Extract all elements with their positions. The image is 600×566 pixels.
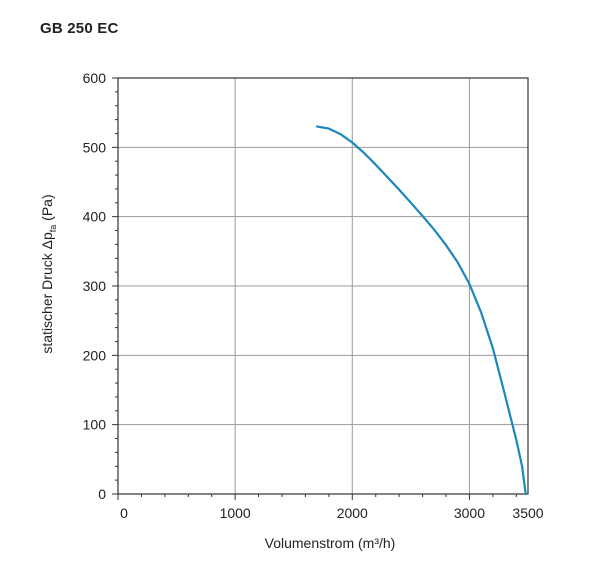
grid (118, 78, 528, 494)
x-axis-ticks: 0 1000 2000 3000 3500 (120, 505, 544, 521)
y-tick-label: 200 (83, 347, 107, 363)
chart-title: GB 250 EC (40, 20, 119, 37)
x-tick-label: 3500 (512, 505, 543, 521)
y-axis-label-subscript: fa (48, 225, 58, 233)
minor-ticks (112, 77, 517, 500)
y-tick-label: 100 (83, 417, 107, 433)
y-axis-label-unit: (Pa) (39, 194, 55, 224)
x-tick-label: 2000 (337, 505, 368, 521)
y-tick-label: 300 (83, 278, 107, 294)
series (316, 125, 527, 496)
x-tick-label: 1000 (220, 505, 251, 521)
y-tick-label: 500 (83, 139, 107, 155)
x-tick-label: 3000 (454, 505, 485, 521)
x-axis-label: Volumenstrom (m³/h) (265, 535, 396, 551)
y-tick-label: 600 (83, 70, 107, 86)
y-tick-label: 0 (98, 486, 106, 502)
y-axis-label: statischer Druck Δpfa (Pa) (39, 194, 58, 353)
y-tick-label: 400 (83, 209, 107, 225)
series-line (316, 125, 527, 496)
y-axis-label-main: statischer Druck Δp (39, 232, 55, 354)
y-axis-ticks: 0 100 200 300 400 500 600 (83, 70, 107, 502)
x-tick-label: 0 (120, 505, 128, 521)
